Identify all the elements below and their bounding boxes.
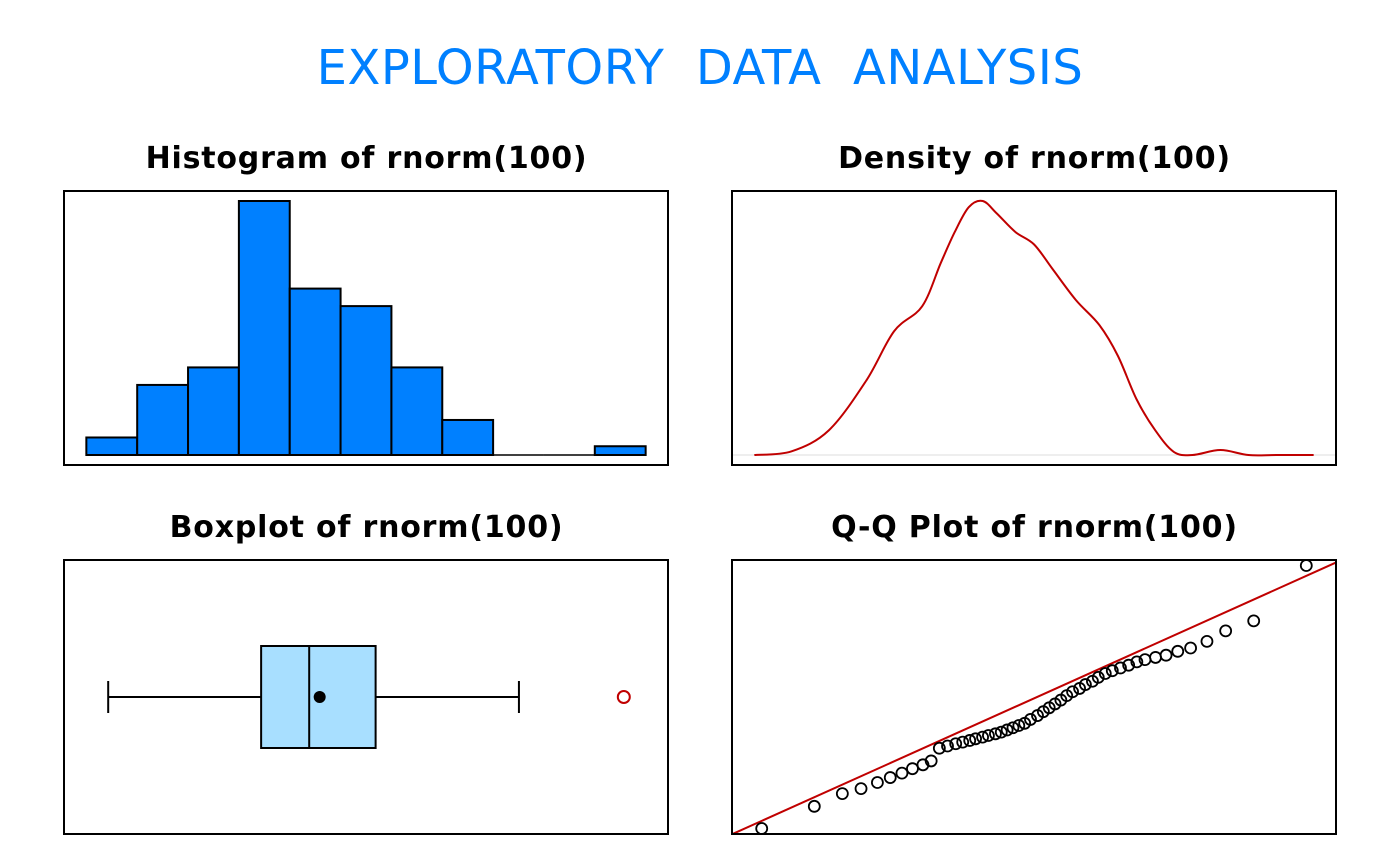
qq-point	[1299, 559, 1313, 572]
qq-point	[1149, 651, 1162, 664]
qq-point	[989, 727, 1002, 741]
qq-point	[895, 766, 909, 780]
qq-frame	[731, 559, 1337, 835]
qq-point	[949, 737, 963, 751]
qq-point	[1079, 678, 1092, 691]
qq-point	[871, 776, 884, 789]
qq-point	[994, 725, 1008, 739]
qq-point	[1130, 655, 1144, 669]
qq-point	[1098, 667, 1112, 680]
histogram-bar	[288, 287, 342, 456]
histogram-plot	[63, 190, 669, 466]
qq-point	[835, 787, 849, 800]
qq-point	[924, 754, 938, 768]
qq-point	[1105, 664, 1119, 678]
qq-point	[1066, 685, 1079, 699]
density-title: Density of rnorm(100)	[838, 141, 1231, 176]
histogram-bar	[593, 445, 647, 457]
qq-point	[1219, 624, 1233, 638]
histogram-bar	[136, 383, 190, 456]
qq-point	[1171, 644, 1185, 658]
qq-point	[1006, 721, 1020, 735]
boxplot-frame	[63, 559, 669, 835]
qq-point	[932, 741, 946, 755]
qq-point	[1091, 670, 1105, 684]
density-curve	[754, 199, 1314, 457]
density-frame	[731, 190, 1337, 466]
qq-point	[1024, 713, 1037, 726]
histogram-bar	[187, 366, 240, 456]
qq-plot-title: Q-Q Plot of rnorm(100)	[831, 510, 1238, 545]
qq-plot	[731, 559, 1337, 835]
qq-point	[969, 732, 982, 746]
histogram-bar	[85, 436, 139, 456]
boxplot-plot	[63, 559, 669, 835]
qq-point	[883, 771, 897, 784]
qq-point	[1000, 723, 1014, 737]
qq-point	[1200, 634, 1214, 648]
histogram-title: Histogram of rnorm(100)	[145, 141, 588, 176]
histogram-bar	[237, 200, 291, 456]
qq-point	[976, 730, 989, 744]
histogram-frame	[63, 190, 669, 466]
histogram-bar	[339, 305, 393, 456]
boxplot-title: Boxplot of rnorm(100)	[169, 510, 564, 545]
qq-point	[854, 782, 868, 796]
qq-point	[1184, 641, 1197, 655]
qq-point	[982, 729, 995, 742]
box-mean-point	[313, 691, 326, 703]
histogram-bar	[441, 418, 495, 456]
qq-point	[1159, 648, 1173, 662]
qq-point	[755, 822, 769, 835]
page-title: EXPLORATORY DATA ANALYSIS	[316, 40, 1084, 96]
box-outlier-point	[616, 690, 631, 704]
qq-point	[906, 762, 919, 776]
qq-point	[941, 739, 954, 753]
qq-point	[963, 734, 977, 747]
histogram-bar	[390, 366, 444, 456]
qq-reference-line	[732, 561, 1336, 834]
qq-point	[956, 735, 970, 749]
qq-point	[1122, 658, 1136, 672]
qq-point	[1114, 661, 1127, 675]
qq-point	[1012, 719, 1026, 732]
qq-point	[1247, 614, 1261, 628]
qq-point	[807, 799, 821, 813]
density-plot	[731, 190, 1337, 466]
